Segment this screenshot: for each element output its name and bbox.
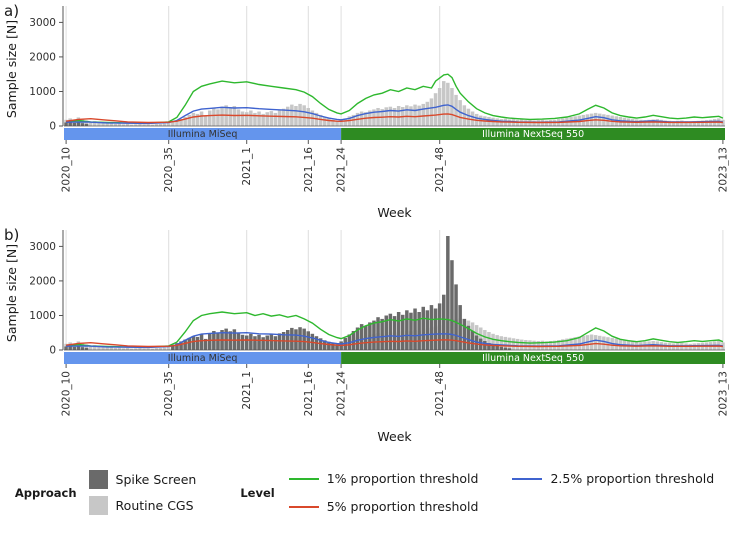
routine-cgs-swatch: [88, 496, 108, 515]
bars-routine-cgs: [64, 81, 725, 126]
band-illumina-nextseq-550: [341, 128, 725, 140]
threshold-2-5pct-label: 2.5% proportion threshold: [550, 471, 715, 486]
legend-approach-title: Approach: [14, 485, 77, 500]
platform-bands: Illumina MiSeq Illumina NextSeq 550: [64, 128, 725, 140]
x-tick-label: 2023_13: [717, 371, 729, 416]
panel-a: a) Illumina MiSeq Illumina NextSeq 550 0 10…: [0, 0, 729, 224]
panel-a-label: a): [4, 2, 20, 20]
y-tick-label: 2000: [29, 275, 56, 287]
legend-item-spike-screen: Spike Screen: [88, 470, 197, 489]
level-items: 1% proportion threshold 2.5% proportion …: [288, 471, 714, 514]
x-tick-label: 2021_24: [336, 147, 348, 193]
band-illumina-miseq: [64, 352, 342, 364]
y-tick-label: 0: [49, 345, 56, 357]
y-tick-label: 1000: [29, 310, 56, 322]
panel-b: b) Illumina MiSeq Illumina NextSeq 550 0 10…: [0, 224, 729, 448]
panel-a-chart: Illumina MiSeq Illumina NextSeq 550 0 1000 2…: [4, 6, 729, 220]
band-label-illumina-nextseq-550: Illumina NextSeq 550: [482, 129, 584, 140]
bars-spike-screen: [64, 236, 512, 350]
band-illumina-miseq: [64, 128, 342, 140]
x-tick-label: 2020_10: [61, 147, 73, 192]
y-tick-label: 2000: [29, 51, 56, 63]
y-tick-label: 1000: [29, 86, 56, 98]
legend-group-level: Level 1% proportion threshold 2.5% propo…: [240, 471, 714, 514]
spike-screen-swatch: [88, 470, 108, 489]
legend-item-5pct-threshold: 5% proportion threshold: [288, 499, 479, 514]
x-tick-label: 2021_16: [303, 147, 315, 193]
panel-b-chart: Illumina MiSeq Illumina NextSeq 550 0 1000 2…: [4, 230, 729, 444]
x-axis-title: Week: [377, 429, 412, 444]
line-1-proportion-threshold: [66, 73, 724, 124]
gridlines: [65, 230, 724, 350]
x-tick-label: 2020_10: [61, 371, 73, 416]
y-axis-title: Sample size [N]: [4, 20, 19, 118]
threshold-1pct-label: 1% proportion threshold: [326, 471, 479, 486]
x-tick-label: 2021_1: [241, 147, 253, 186]
legend-item-2-5pct-threshold: 2.5% proportion threshold: [512, 471, 714, 486]
legend-item-routine-cgs: Routine CGS: [88, 496, 197, 515]
x-tick-label: 2021_16: [303, 371, 315, 417]
line-2-5-proportion-threshold: [66, 331, 724, 349]
line-2-5-proportion-threshold: [66, 104, 724, 125]
line-1-proportion-threshold: [66, 311, 724, 348]
threshold-1pct-line-swatch: [288, 477, 319, 480]
legend-group-approach: Approach Spike Screen Routine CGS: [15, 470, 196, 515]
platform-bands: Illumina MiSeq Illumina NextSeq 550: [64, 352, 725, 364]
x-tick-label: 2021_48: [434, 147, 446, 192]
band-label-illumina-nextseq-550: Illumina NextSeq 550: [482, 353, 584, 364]
y-tick-label: 0: [49, 121, 56, 133]
legend-item-1pct-threshold: 1% proportion threshold: [288, 471, 479, 486]
legend: Approach Spike Screen Routine CGS Level …: [0, 470, 729, 515]
threshold-5pct-line-swatch: [288, 505, 319, 508]
routine-cgs-label: Routine CGS: [115, 498, 194, 513]
gridlines: [65, 6, 724, 126]
y-axis-title: Sample size [N]: [4, 244, 19, 342]
bars-spike-screen: [64, 121, 89, 126]
band-label-illumina-miseq: Illumina MiSeq: [168, 353, 238, 364]
threshold-5pct-label: 5% proportion threshold: [326, 499, 479, 514]
line-5-proportion-threshold: [65, 339, 723, 348]
x-tick-label: 2020_35: [163, 147, 175, 192]
spike-screen-label: Spike Screen: [115, 472, 197, 487]
band-illumina-nextseq-550: [341, 352, 725, 364]
threshold-2-5pct-line-swatch: [512, 477, 543, 480]
y-tick-label: 3000: [29, 241, 56, 253]
x-tick-label: 2021_24: [336, 371, 348, 417]
y-tick-label: 3000: [29, 17, 56, 29]
x-tick-label: 2021_48: [434, 371, 446, 416]
x-tick-label: 2020_35: [163, 371, 175, 416]
band-label-illumina-miseq: Illumina MiSeq: [168, 129, 238, 140]
x-axis-title: Week: [377, 205, 412, 220]
x-tick-label: 2021_1: [241, 371, 253, 410]
panel-b-label: b): [4, 226, 20, 244]
line-5-proportion-threshold: [65, 113, 723, 124]
x-tick-label: 2023_13: [717, 147, 729, 192]
approach-swatches: Spike Screen Routine CGS: [88, 470, 197, 515]
legend-level-title: Level: [240, 485, 275, 500]
